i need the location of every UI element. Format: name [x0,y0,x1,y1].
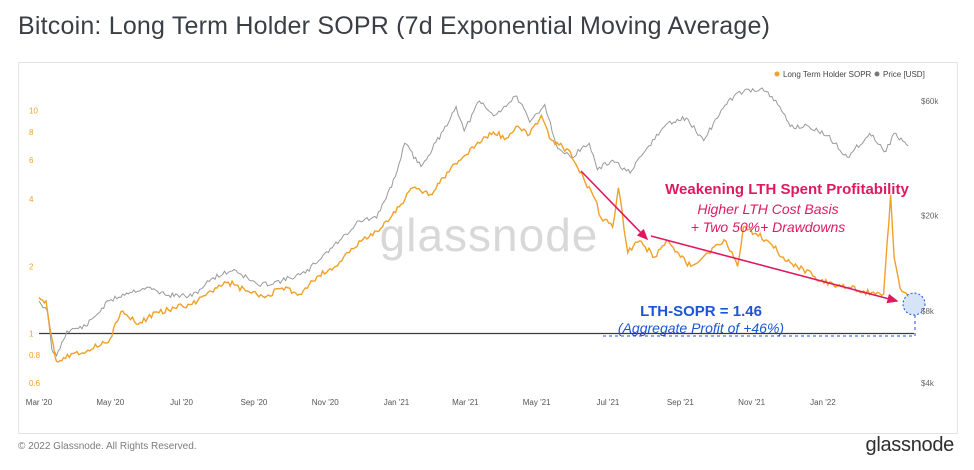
annotation-sopr-value: LTH-SOPR = 1.46 [640,303,762,320]
y-left-tick-label: 1 [29,330,34,339]
y-left-tick-label: 8 [29,128,34,137]
glassnode-logo: glassnode [865,434,955,456]
y-right-tick-label: $20k [921,211,939,220]
x-tick-label: May '20 [96,398,124,407]
price-series-line [38,87,909,358]
annotation-weakening: Weakening LTH Spent Profitability [665,181,909,198]
annotation-drawdowns: + Two 50%+ Drawdowns [691,219,846,235]
latest-value-guide [603,315,916,337]
annotation-aggregate-profit: (Aggregate Profit of +46%) [618,320,784,336]
legend-price-marker [874,71,880,77]
annotation-arrow-2 [650,235,899,304]
chart-frame: glassnode Weakening LTH Spent Profitabil… [18,62,958,434]
legend-sopr-label: Long Term Holder SOPR [783,70,872,79]
y-left-tick-label: 10 [29,106,38,115]
latest-value-highlight [902,292,926,316]
legend-price-label: Price [USD] [883,70,925,79]
x-tick-label: Nov '20 [312,398,339,407]
sopr-series-line [38,113,909,363]
chart-svg: glassnode Weakening LTH Spent Profitabil… [26,70,940,407]
x-tick-label: Jan '22 [810,398,836,407]
y-left-tick-label: 2 [29,262,34,271]
x-tick-label: Mar '20 [26,398,53,407]
x-tick-label: Sep '20 [241,398,268,407]
y-right-tick-label: $8k [921,307,935,316]
y-right-tick-label: $4k [921,379,935,388]
x-tick-label: May '21 [523,398,551,407]
y-left-tick-label: 0.6 [29,379,41,388]
annotation-arrow-1 [580,170,649,241]
watermark: glassnode [380,209,599,261]
x-tick-label: Jan '21 [384,398,410,407]
y-left-tick-label: 4 [29,195,34,204]
chart-title: Bitcoin: Long Term Holder SOPR (7d Expon… [18,12,771,40]
x-tick-label: Nov '21 [738,398,765,407]
legend-sopr-marker [774,71,780,77]
y-left-tick-label: 6 [29,156,34,165]
copyright-text: © 2022 Glassnode. All Rights Reserved. [18,441,197,452]
x-tick-label: Mar '21 [452,398,479,407]
y-left-tick-label: 0.8 [29,351,41,360]
x-tick-label: Jul '21 [596,398,619,407]
y-right-tick-label: $60k [921,97,939,106]
annotation-cost-basis: Higher LTH Cost Basis [697,201,838,217]
x-tick-label: Jul '20 [170,398,193,407]
x-tick-label: Sep '21 [667,398,694,407]
